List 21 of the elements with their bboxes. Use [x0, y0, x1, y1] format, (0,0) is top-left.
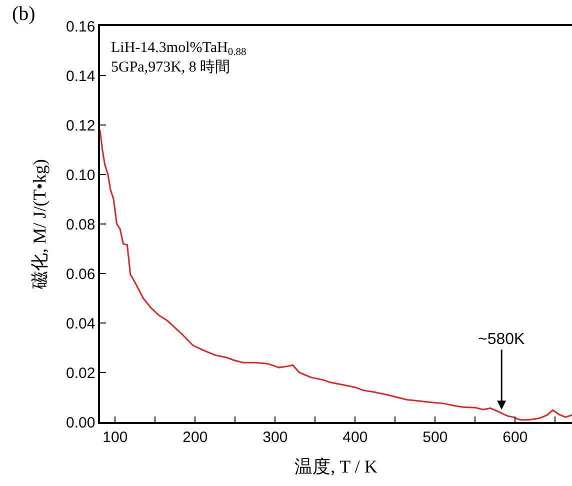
x-axis-title: 温度, T / K	[294, 456, 378, 476]
y-tick-label: 0.10	[66, 166, 96, 184]
x-tick-label: 400	[342, 428, 368, 446]
x-tick-label: 500	[422, 428, 448, 446]
x-tick-label: 300	[262, 428, 288, 446]
text: (b)	[12, 3, 36, 25]
y-axis-title: 磁化, M/ J/(T•kg)	[30, 159, 50, 290]
annotation: LiH-14.3mol%TaH$_{0.88}$ 5GPa,973K, 8 時間	[111, 40, 246, 76]
x-tick-label: 200	[182, 428, 208, 446]
x-tick-label: 600	[502, 428, 528, 446]
x-tick-label: 100	[102, 428, 128, 446]
y-tick-label: 0.06	[66, 266, 96, 283]
y-tick-label: 0.04	[66, 315, 96, 332]
y-tick-label: 0.08	[66, 216, 96, 234]
y-tick-label: 0.02	[66, 364, 96, 382]
y-tick-label: 0.00	[66, 414, 96, 432]
y-tick-label: 0.14	[66, 68, 96, 85]
y-tick-label: 0.16	[66, 18, 96, 36]
line-series	[100, 129, 572, 421]
annotation: ~580K	[478, 331, 526, 348]
y-tick-label: 0.12	[66, 117, 96, 134]
